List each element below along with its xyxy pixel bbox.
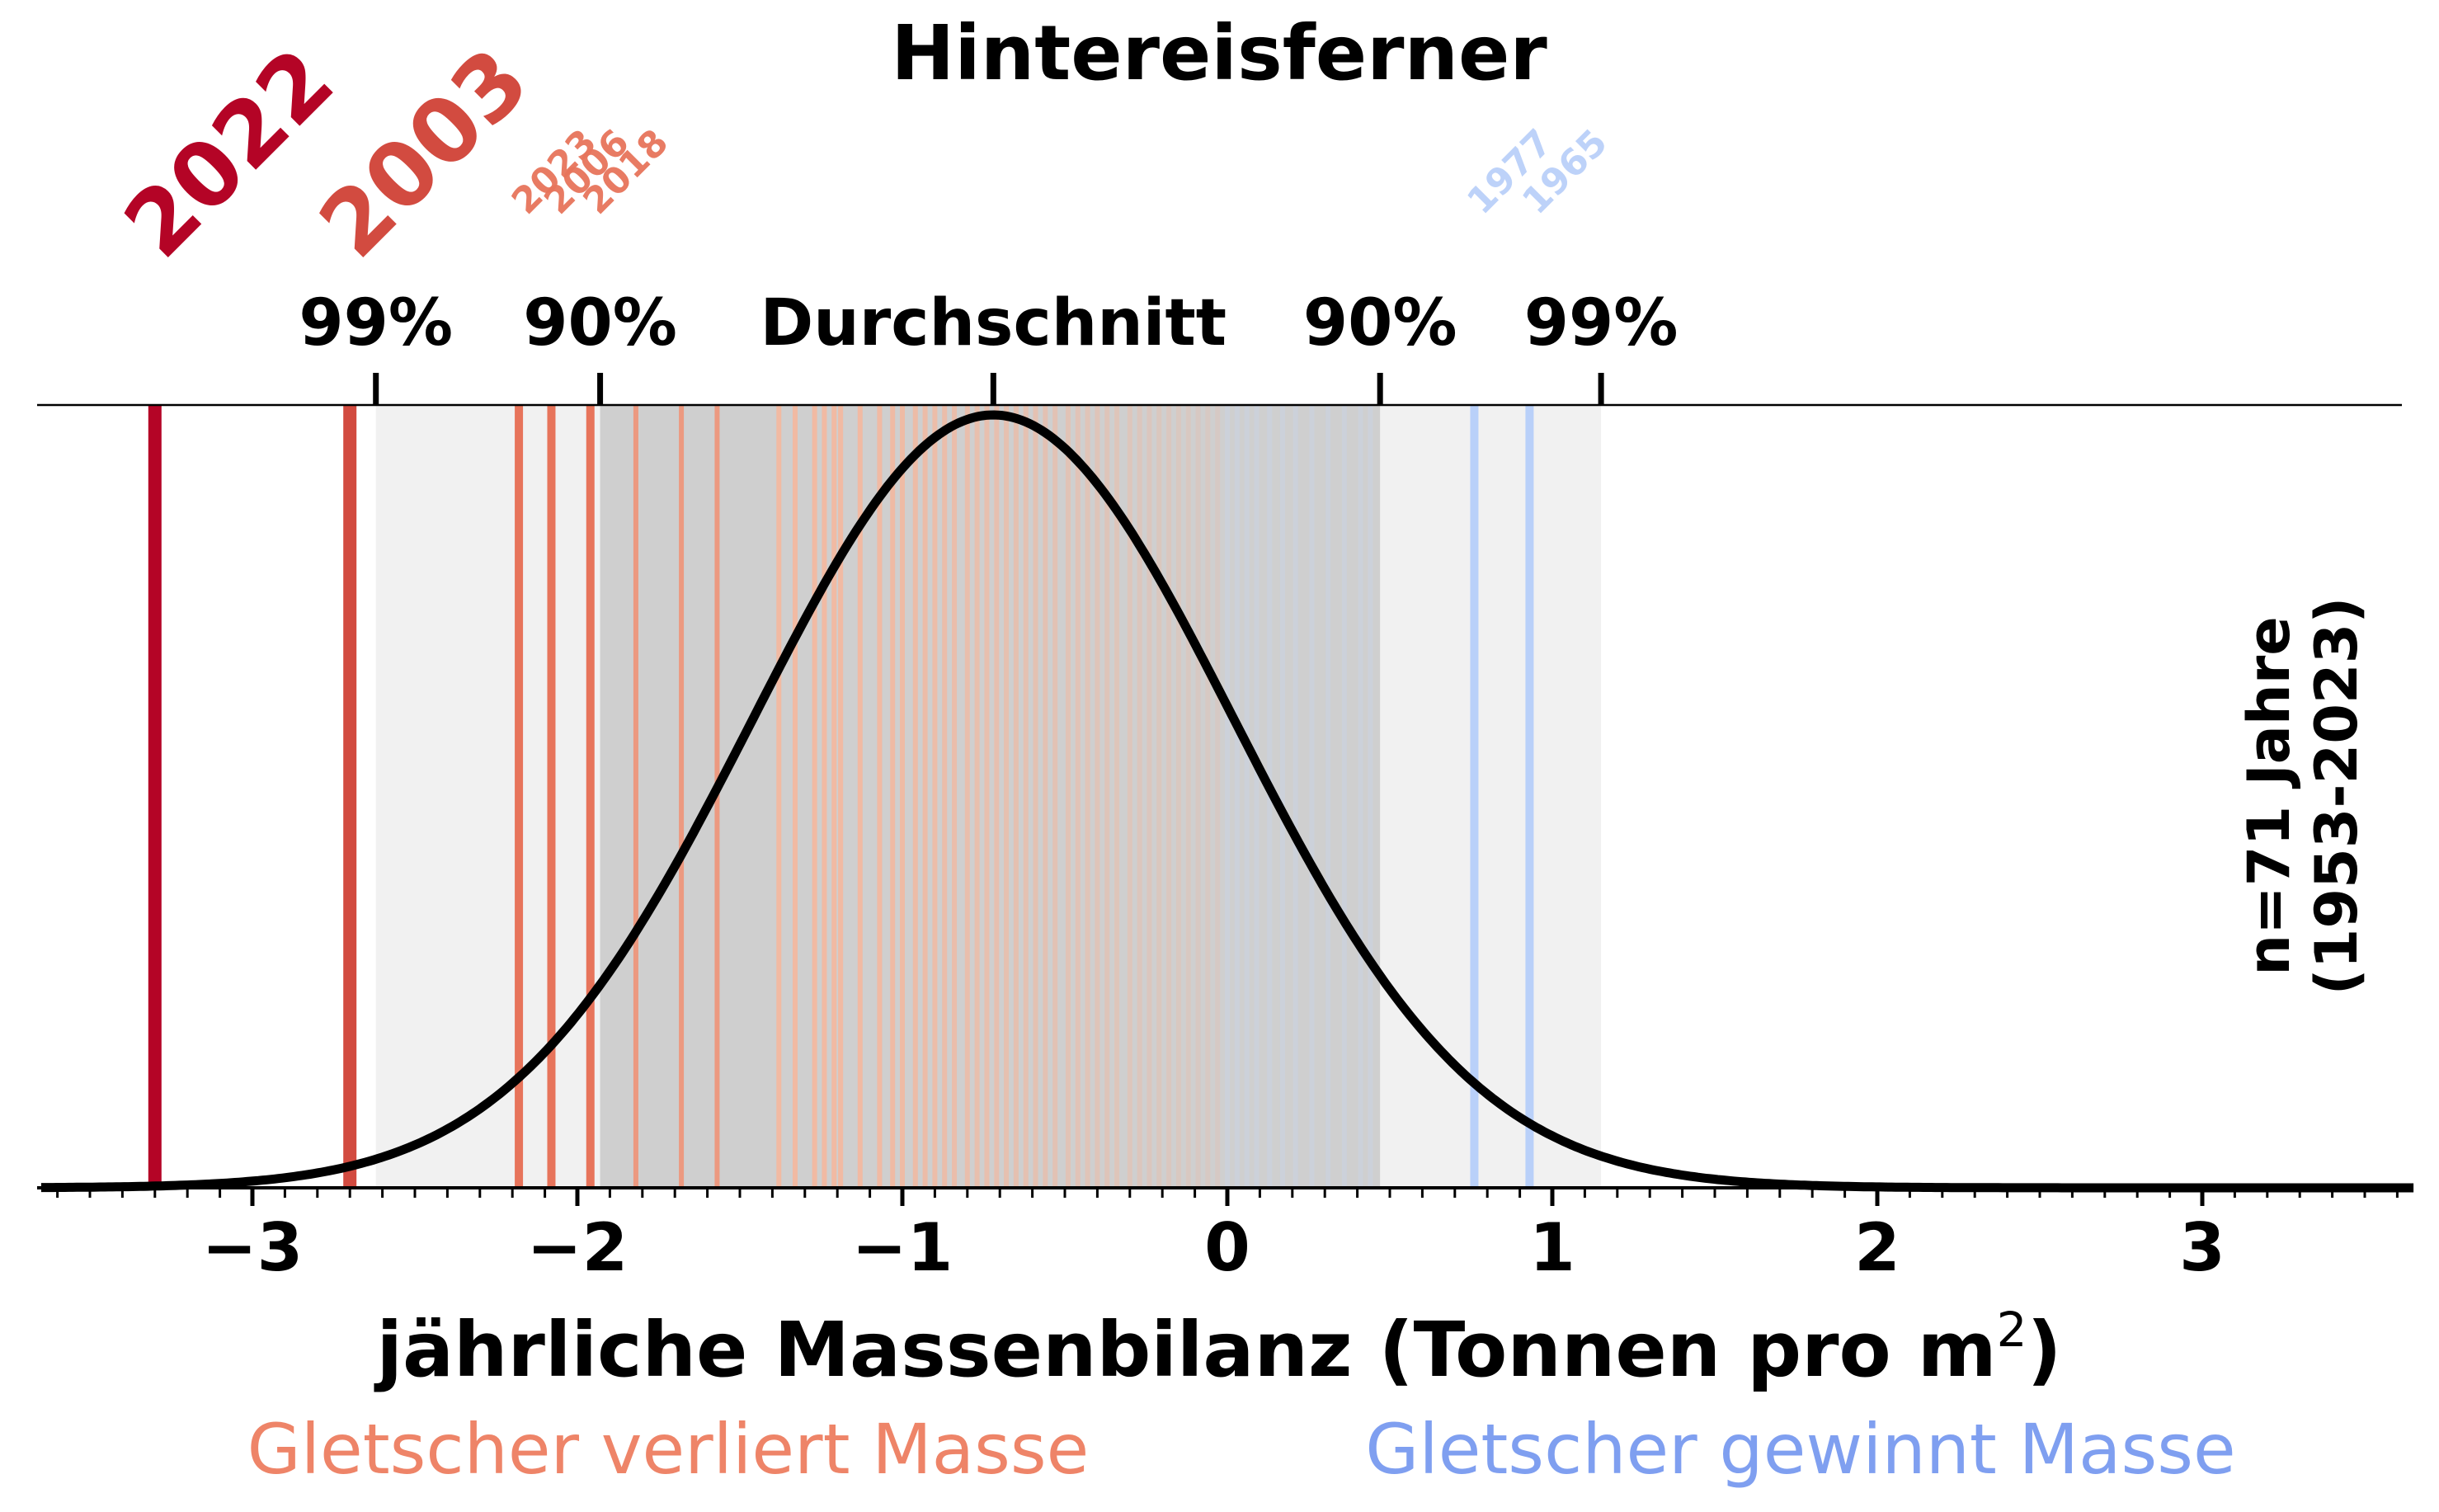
x-tick-label: 2 <box>1854 1209 1900 1286</box>
year-lines <box>148 405 1534 1188</box>
legend-loss: Gletscher verliert Masse <box>247 1409 1090 1490</box>
year-label-2003: 2003 <box>300 29 549 277</box>
percentile-markers: 99% 90% Durchschnitt 90% 99% <box>299 286 1678 405</box>
x-tick-label: 0 <box>1204 1209 1250 1286</box>
marker-label: Durchschnitt <box>760 286 1227 360</box>
x-axis-label-main: jährliche Massenbilanz (Tonnen pro m <box>373 1306 1996 1394</box>
x-tick-label: 3 <box>2179 1209 2225 1286</box>
x-tick-label: −1 <box>852 1209 953 1286</box>
band-inner <box>600 405 1381 1188</box>
year-label-2022: 2022 <box>106 29 354 277</box>
x-tick-label: 1 <box>1529 1209 1575 1286</box>
x-axis-ticks: −3 −2 −1 0 1 2 3 <box>56 1188 2399 1286</box>
x-axis-label-close: ) <box>2027 1306 2062 1394</box>
legend-gain: Gletscher gewinnt Masse <box>1365 1409 2235 1490</box>
marker-label: 90% <box>523 286 677 360</box>
x-tick-label: −2 <box>527 1209 629 1286</box>
x-axis-label-sup: 2 <box>1997 1302 2027 1358</box>
n-years-label: n=71 Jahre <box>2235 616 2303 975</box>
x-tick-label: −3 <box>202 1209 304 1286</box>
marker-label: 90% <box>1303 286 1457 360</box>
chart-title: Hintereisferner <box>891 9 1547 97</box>
x-axis-label: jährliche Massenbilanz (Tonnen pro m2) <box>373 1302 2061 1394</box>
marker-label: 99% <box>1524 286 1679 360</box>
period-label: (1953-2023) <box>2303 597 2371 996</box>
sample-size-annotation: n=71 Jahre (1953-2023) <box>2235 597 2371 996</box>
marker-label: 99% <box>299 286 453 360</box>
